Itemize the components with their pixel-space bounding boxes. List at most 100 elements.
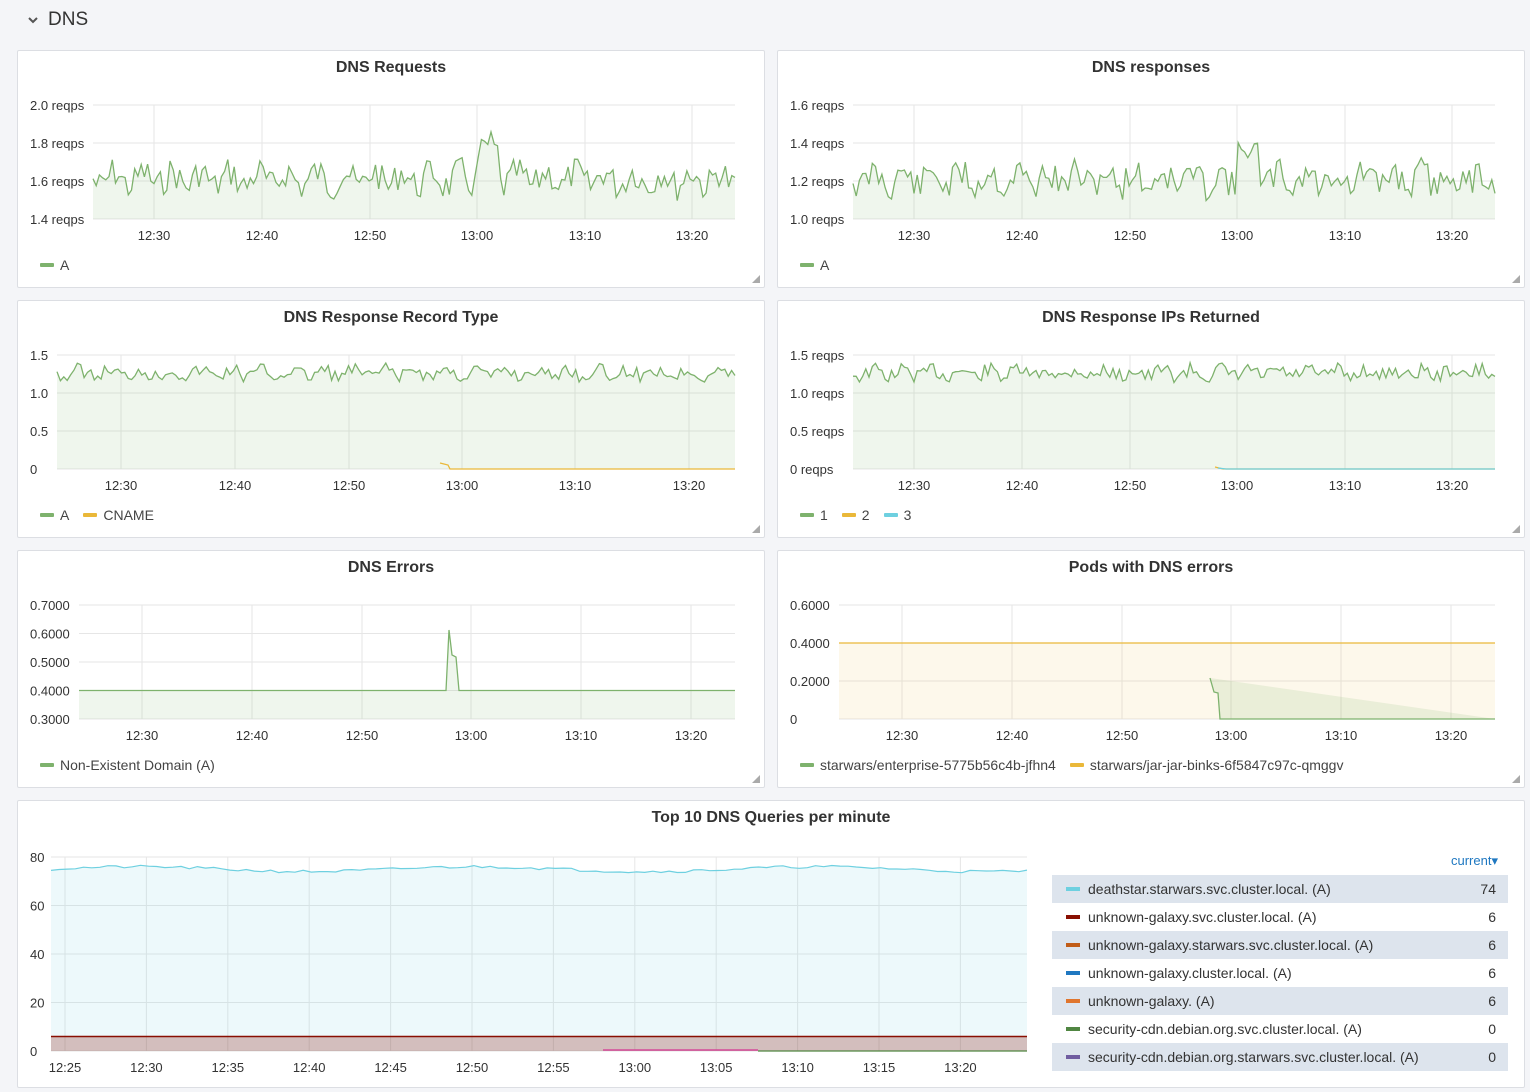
series-current-value: 74 [1480, 881, 1496, 897]
legend: A CNAME [40, 507, 154, 523]
series-line [852, 140, 1496, 202]
x-tick-label: 12:50 [456, 1060, 489, 1075]
y-tick-label: 0.5 [30, 424, 48, 439]
legend-item[interactable]: 2 [841, 507, 870, 523]
legend-row[interactable]: unknown-galaxy. (A) 6 [1052, 987, 1508, 1015]
x-tick-label: 12:30 [105, 478, 138, 493]
legend-item[interactable]: 3 [883, 507, 911, 523]
legend-row[interactable]: unknown-galaxy.starwars.svc.cluster.loca… [1052, 931, 1508, 959]
panel-title: DNS Requests [335, 59, 447, 76]
series-name: deathstar.starwars.svc.cluster.local. (A… [1088, 881, 1331, 897]
panel-top10-dns-queries[interactable]: Top 10 DNS Queries per minute 80 60 40 20 0 1… [17, 800, 1525, 1088]
panel-dns-errors[interactable]: DNS Errors 0.7000 0.6000 0.5000 0.4000 0.300… [17, 550, 765, 788]
legend-item[interactable]: A [800, 257, 829, 273]
y-tick-label: 0.4000 [30, 684, 70, 699]
x-tick-label: 12:40 [1006, 228, 1039, 243]
resize-handle-icon[interactable] [752, 775, 760, 783]
legend-item[interactable]: 1 [800, 507, 828, 523]
series-line-cname [439, 462, 735, 470]
y-tick-label: 60 [30, 899, 44, 914]
y-tick-label: 1.4 reqps [790, 136, 845, 151]
series-name: unknown-galaxy.svc.cluster.local. (A) [1088, 909, 1317, 925]
y-tick-label: 0.3000 [30, 712, 70, 727]
series-name: A [820, 257, 830, 273]
series-name: starwars/enterprise-5775b56c4b-jfhn4 [820, 757, 1056, 773]
y-tick-label: 0 reqps [790, 462, 834, 477]
series-current-value: 6 [1488, 965, 1496, 981]
y-tick-label: 1.0 reqps [790, 386, 845, 401]
series-swatch [1066, 999, 1080, 1003]
legend-item[interactable]: A [40, 507, 69, 523]
series-area [839, 643, 1495, 719]
panel-dns-requests[interactable]: DNS Requests 2.0 reqps 1.8 reqps 1.6 reqps… [17, 50, 765, 288]
graph-area: 1.5 1.0 0.5 0 12:30 12:40 12:50 13:00 13:10 13:20 [30, 348, 736, 493]
x-tick-label: 12:50 [1106, 728, 1139, 743]
panel-pods-with-dns-errors[interactable]: Pods with DNS errors 0.6000 0.4000 0.2000 0… [777, 550, 1525, 788]
legend-row[interactable]: security-cdn.debian.org.starwars.svc.clu… [1052, 1043, 1508, 1071]
legend-table: current▾ deathstar.starwars.svc.cluster.… [1052, 853, 1508, 1071]
series-name: CNAME [103, 507, 154, 523]
series-swatch [1066, 1027, 1080, 1031]
y-tick-label: 0.4000 [790, 636, 830, 651]
x-tick-label: 12:50 [346, 728, 379, 743]
x-tick-label: 13:00 [446, 478, 479, 493]
x-tick-label: 13:20 [944, 1060, 977, 1075]
panel-dns-response-ips-returned[interactable]: DNS Response IPs Returned 1.5 reqps 1.0 r… [777, 300, 1525, 538]
legend-item[interactable]: starwars/jar-jar-binks-6f5847c97c-qmggv [1069, 757, 1344, 773]
x-tick-label: 13:10 [565, 728, 598, 743]
legend-row[interactable]: unknown-galaxy.cluster.local. (A) 6 [1052, 959, 1508, 987]
series-name: 1 [820, 507, 828, 523]
series-swatch [800, 513, 814, 517]
legend-row[interactable]: deathstar.starwars.svc.cluster.local. (A… [1052, 875, 1508, 903]
series-area-deathstar [51, 865, 1027, 1051]
x-tick-label: 13:20 [1435, 728, 1468, 743]
series-current-value: 0 [1488, 1021, 1496, 1037]
x-tick-label: 13:10 [1325, 728, 1358, 743]
resize-handle-icon[interactable] [752, 525, 760, 533]
y-tick-label: 1.2 reqps [790, 174, 845, 189]
x-tick-label: 12:30 [898, 228, 931, 243]
series-current-value: 6 [1488, 993, 1496, 1009]
sort-column-current[interactable]: current▾ [1451, 853, 1498, 868]
legend-item[interactable]: Non-Existent Domain (A) [40, 757, 215, 773]
legend-row[interactable]: security-cdn.debian.org.svc.cluster.loca… [1052, 1015, 1508, 1043]
panel-title: DNS Response IPs Returned [1042, 309, 1260, 326]
y-tick-label: 0 [30, 1044, 37, 1059]
legend-item[interactable]: A [40, 257, 69, 273]
series-current-value: 0 [1488, 1049, 1496, 1065]
panel-dns-response-record-type[interactable]: DNS Response Record Type 1.5 1.0 0.5 0 12:30… [17, 300, 765, 538]
graph-area: 0.6000 0.4000 0.2000 0 12:30 12:40 12:50 13:00 1… [790, 598, 1495, 743]
resize-handle-icon[interactable] [1512, 775, 1520, 783]
y-tick-label: 1.6 reqps [790, 98, 845, 113]
y-tick-label: 80 [30, 850, 44, 865]
chevron-down-icon [28, 17, 38, 24]
panel-dns-responses[interactable]: DNS responses 1.6 reqps 1.4 reqps 1.2 reqp… [777, 50, 1525, 288]
x-tick-label: 12:50 [1114, 228, 1147, 243]
series-name: A [60, 507, 70, 523]
x-tick-label: 12:35 [212, 1060, 245, 1075]
resize-handle-icon[interactable] [1512, 525, 1520, 533]
resize-handle-icon[interactable] [1512, 275, 1520, 283]
graph-area: 1.6 reqps 1.4 reqps 1.2 reqps 1.0 reqps 12:3… [790, 98, 1496, 243]
series-line-3 [1217, 467, 1495, 470]
series-current-value: 6 [1488, 909, 1496, 925]
resize-handle-icon[interactable] [752, 275, 760, 283]
y-tick-label: 0.6000 [30, 627, 70, 642]
x-tick-label: 13:10 [1329, 478, 1362, 493]
x-tick-label: 13:20 [1436, 228, 1469, 243]
y-tick-label: 1.8 reqps [30, 136, 85, 151]
x-tick-label: 13:20 [673, 478, 706, 493]
legend-item[interactable]: starwars/enterprise-5775b56c4b-jfhn4 [800, 757, 1056, 773]
series-area [853, 362, 1495, 469]
legend-row[interactable]: unknown-galaxy.svc.cluster.local. (A) 6 [1052, 903, 1508, 931]
legend-item[interactable]: CNAME [83, 507, 154, 523]
y-tick-label: 1.4 reqps [30, 212, 85, 227]
series-name: starwars/jar-jar-binks-6f5847c97c-qmggv [1089, 757, 1344, 773]
x-tick-label: 13:15 [863, 1060, 896, 1075]
series-name: Non-Existent Domain (A) [60, 757, 215, 773]
legend: 1 2 3 [800, 507, 911, 523]
x-tick-label: 13:00 [1221, 478, 1254, 493]
row-header-dns[interactable]: DNS [26, 6, 88, 34]
caret-down-icon: ▾ [1491, 853, 1498, 868]
legend: A [40, 257, 69, 273]
